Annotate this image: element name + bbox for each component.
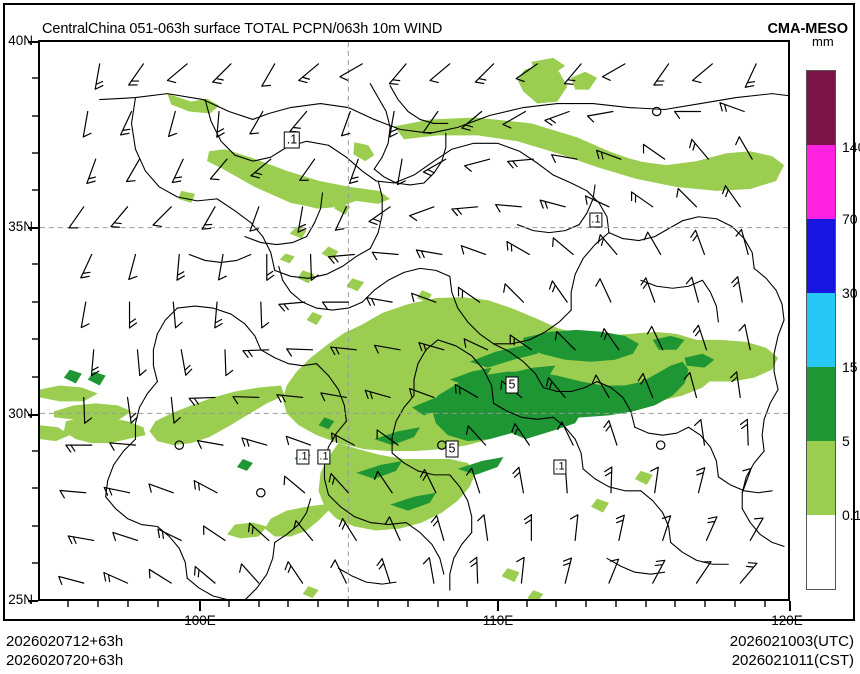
- ytick-30N: [28, 414, 38, 416]
- footer-init-time-utc-line: 2026020712+63h: [6, 633, 124, 650]
- footer-valid-time-utc: 2026021003(UTC): [729, 633, 854, 650]
- xtick-100E: [199, 601, 201, 611]
- calm-wind-circle: [651, 106, 662, 117]
- outer-frame: [3, 3, 855, 621]
- calm-wind-circle: [655, 440, 666, 450]
- colorbar-label-0.1: 0.1: [842, 507, 860, 523]
- grid-lines: [40, 42, 788, 599]
- colorbar-label-70: 70: [842, 211, 858, 227]
- ytick-35N: [28, 227, 38, 229]
- contour-label-0: .1: [283, 131, 301, 149]
- colorbar-label-140: 140: [842, 139, 860, 155]
- xtick-110E: [497, 601, 499, 611]
- page-title: CentralChina 051-063h surface TOTAL PCPN…: [42, 21, 443, 37]
- xlabel-110E: 110E: [482, 613, 514, 628]
- xlabel-100E: 100E: [184, 613, 216, 628]
- map-plot[interactable]: .1 5 5 .1 .1 .1 .1: [38, 40, 790, 601]
- precip-band-light-green: [40, 57, 785, 599]
- colorband-above-140[interactable]: [807, 71, 835, 145]
- wind-barbs: [58, 63, 764, 586]
- ylabel-30N: 30N: [8, 406, 33, 421]
- ytick-40N: [28, 41, 38, 43]
- contour-label-5: .1: [589, 212, 603, 228]
- colorbar-label-5: 5: [842, 433, 850, 449]
- footer-valid-time-cst: 2026021011(CST): [731, 652, 854, 669]
- colorbar-unit: mm: [812, 34, 834, 49]
- contour-label-3: .1: [296, 449, 310, 465]
- xlabel-120E: 120E: [771, 613, 803, 628]
- footer-init-time-cst-line: 2026020720+63h: [6, 652, 124, 669]
- xtick-120E: [789, 601, 791, 611]
- precip-band-dark-green: [63, 329, 715, 511]
- colorband-70-140[interactable]: [807, 145, 835, 219]
- colorbar-label-15: 15: [842, 359, 858, 375]
- ylabel-40N: 40N: [8, 33, 33, 48]
- colorband-0.1-5[interactable]: [807, 441, 835, 515]
- calm-wind-circle: [256, 487, 266, 498]
- ytick-25N: [28, 600, 38, 602]
- contour-label-2: 5: [445, 440, 459, 458]
- colorbar[interactable]: [806, 70, 836, 590]
- colorbar-label-30: 30: [842, 285, 858, 301]
- colorband-30-70[interactable]: [807, 219, 835, 293]
- colorband-15-30[interactable]: [807, 293, 835, 367]
- colorband-below-0.1[interactable]: [807, 515, 835, 589]
- colorband-5-15[interactable]: [807, 367, 835, 441]
- calm-wind-circle: [174, 440, 185, 450]
- ylabel-25N: 25N: [8, 592, 33, 607]
- contour-label-4: .1: [317, 449, 331, 465]
- map-canvas: [40, 42, 788, 599]
- model-label: CMA-MESO: [767, 21, 848, 37]
- map-boundaries: [99, 83, 788, 599]
- contour-label-6: .1: [553, 459, 567, 475]
- contour-label-1: 5: [505, 376, 519, 394]
- ylabel-35N: 35N: [8, 219, 33, 234]
